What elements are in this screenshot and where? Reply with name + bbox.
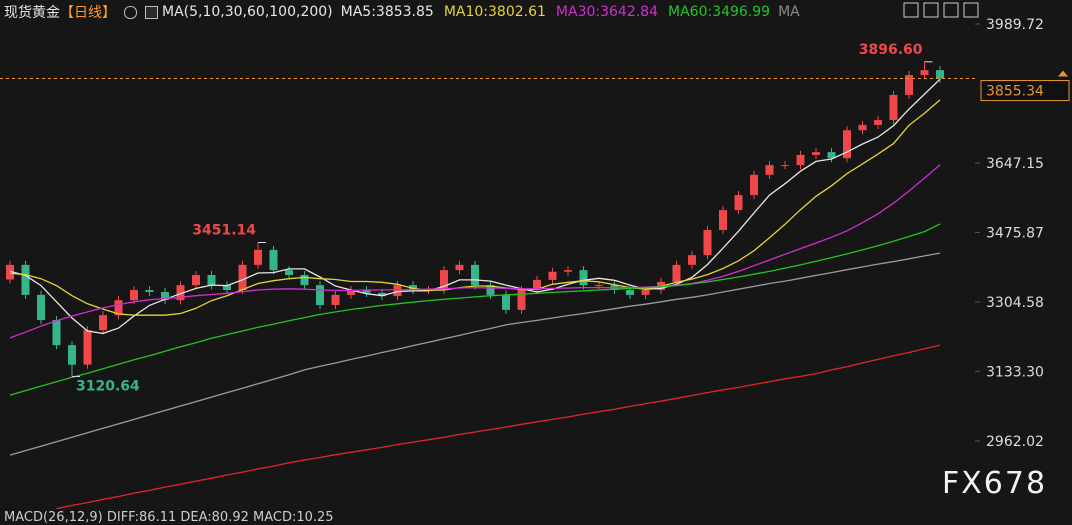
y-tick-label: 2962.02 <box>986 434 1044 450</box>
candle-body <box>471 264 479 286</box>
candles <box>6 61 944 377</box>
add-icon[interactable] <box>124 5 137 19</box>
toolbar <box>903 2 979 18</box>
candle-body <box>548 271 557 280</box>
candle-body <box>161 292 169 301</box>
candle-body <box>52 320 61 346</box>
candle-body <box>37 294 45 321</box>
candle-body <box>114 300 123 316</box>
y-tick-label: 3133.30 <box>986 364 1044 380</box>
legend-entry: MA5:3853.85 <box>340 4 434 20</box>
price-arrow <box>1058 70 1068 77</box>
ma-line <box>9 99 941 316</box>
candle-body <box>564 270 572 272</box>
candle-body <box>781 165 789 167</box>
candle-body <box>83 330 92 365</box>
candle-body <box>99 315 107 331</box>
extreme-label: 3451.14 <box>192 223 256 239</box>
ma-line <box>9 252 941 456</box>
checkbox[interactable] <box>145 5 158 19</box>
candle-body <box>889 94 898 121</box>
candle-body <box>145 290 154 293</box>
candle-body <box>626 290 634 295</box>
candle-body <box>409 285 417 291</box>
legend-entry: MA60:3496.99 <box>668 4 771 20</box>
tool-button[interactable] <box>903 2 919 18</box>
candle-body <box>486 285 495 295</box>
period[interactable]: 【日线】 <box>60 5 116 21</box>
candle-body <box>440 270 448 291</box>
candle-body <box>130 290 138 301</box>
ma-line <box>9 78 941 335</box>
candle-body <box>21 264 30 295</box>
candle-body <box>285 270 293 276</box>
ma-line <box>9 164 941 339</box>
legend-entry: MA30:3642.84 <box>555 4 658 20</box>
candle-body <box>734 195 743 211</box>
candle-body <box>719 210 727 230</box>
extreme-label: 3120.64 <box>76 379 140 395</box>
y-tick-label: 3475.87 <box>986 225 1044 241</box>
candle-body <box>223 285 231 291</box>
candle-body <box>843 130 851 159</box>
candle-body <box>920 70 929 76</box>
ma-line <box>56 344 941 510</box>
candle-body <box>827 152 836 159</box>
candle-body <box>378 292 386 297</box>
candle-body <box>579 270 588 286</box>
candle-body <box>688 255 696 265</box>
legend: MA5:3853.85 MA10:3802.61 MA30:3642.84 MA60:… <box>341 4 770 20</box>
candle-body <box>316 285 324 306</box>
candle-body <box>936 70 944 79</box>
candle-body <box>858 124 867 131</box>
candle-body <box>703 229 712 256</box>
candle-body <box>254 249 262 265</box>
candle-body <box>455 264 464 271</box>
candle-body <box>533 279 541 291</box>
candle-body <box>393 285 402 297</box>
indicator: MA(5,10,30,60,100,200) <box>162 4 333 20</box>
candle-body <box>812 152 820 155</box>
candle-body <box>269 249 278 271</box>
candle-body <box>331 294 340 306</box>
tool-button[interactable] <box>923 2 939 18</box>
ma-line <box>9 223 941 396</box>
y-tick-label: 3647.15 <box>986 156 1044 172</box>
candle-body <box>207 275 216 286</box>
candle-body <box>874 120 882 125</box>
candle-body <box>300 275 309 286</box>
watermark: FX678 <box>942 466 1048 501</box>
candle-body <box>502 294 510 310</box>
ma-label: MA <box>778 4 800 20</box>
candle-body <box>192 275 200 286</box>
candle-body <box>595 285 603 287</box>
candle-body <box>362 290 371 293</box>
y-tick-label: 3989.72 <box>986 17 1044 33</box>
candle-body <box>796 154 805 166</box>
candle-body <box>347 290 355 295</box>
candle-body <box>6 264 14 280</box>
candle-body <box>750 174 758 196</box>
candle-body <box>672 264 681 282</box>
legend-entry: MA10:3802.61 <box>443 4 546 20</box>
candle-body <box>68 345 76 365</box>
candle-body <box>765 165 774 175</box>
candle-body <box>517 290 526 310</box>
header: 现货黄金 【日线】 MA(5,10,30,60,100,200) MA5:385… <box>4 2 800 22</box>
tool-button[interactable] <box>943 2 959 18</box>
macd-header: MACD(26,12,9) DIFF:86.11 DEA:80.92 MACD:… <box>4 510 334 525</box>
price-label: 3855.34 <box>986 84 1044 100</box>
candle-body <box>641 290 650 295</box>
symbol-title: 现货黄金 <box>4 5 60 21</box>
candle-body <box>176 285 185 301</box>
tool-button[interactable] <box>963 2 979 18</box>
candle-body <box>905 75 913 95</box>
y-tick-label: 3304.58 <box>986 295 1044 311</box>
price-box <box>980 80 1070 102</box>
candle-body <box>238 264 247 291</box>
extreme-label: 3896.60 <box>859 42 923 58</box>
